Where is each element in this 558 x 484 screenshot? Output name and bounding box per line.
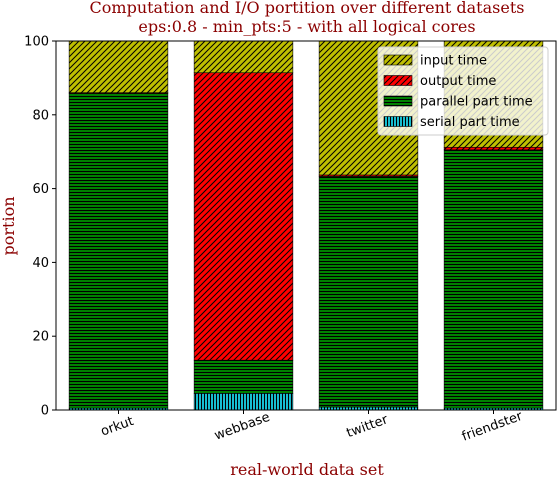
x-axis-label: real-world data set	[230, 460, 384, 479]
y-tick-label: 60	[32, 182, 49, 197]
y-tick-label: 20	[32, 330, 49, 345]
x-tick-label: twitter	[345, 412, 391, 441]
legend-swatch	[383, 116, 413, 127]
plot-frame	[55, 40, 557, 411]
x-tick-label: webbase	[213, 410, 273, 444]
legend-entry: serial part time	[420, 115, 520, 130]
bar-friendster-output-time	[443, 146, 544, 151]
chart-subtitle: eps:0.8 - min_pts:5 - with all logical c…	[138, 17, 475, 36]
bar-orkut-input-time	[68, 40, 169, 93]
bar-webbase-parallel-part-time	[193, 359, 294, 394]
x-tick-label: orkut	[99, 414, 136, 440]
legend-box	[377, 46, 549, 136]
y-tick-label: 80	[32, 108, 49, 123]
bar-webbase-output-time	[193, 72, 294, 361]
legend-entry: output time	[420, 74, 496, 89]
bar-friendster-parallel-part-time	[443, 149, 544, 409]
legend-swatch	[383, 54, 413, 66]
legend: input time output time parallel part time s…	[377, 46, 549, 136]
x-tick-label: friendster	[460, 409, 525, 445]
bar-orkut-parallel-part-time	[68, 93, 169, 409]
legend-entry: parallel part time	[420, 95, 533, 110]
y-tick-label: 0	[41, 404, 49, 419]
y-axis-label: portion	[0, 196, 18, 255]
chart-title: Computation and I/O portition over diffe…	[90, 0, 525, 17]
bar-twitter-parallel-part-time	[318, 176, 419, 408]
y-tick-label: 100	[24, 35, 49, 50]
legend-entry: input time	[420, 54, 487, 69]
legend-swatch	[383, 95, 413, 107]
legend-swatch	[383, 75, 413, 86]
y-tick-label: 40	[32, 256, 49, 271]
bar-webbase-serial-part-time	[193, 393, 294, 411]
bar-webbase-input-time	[193, 40, 294, 74]
